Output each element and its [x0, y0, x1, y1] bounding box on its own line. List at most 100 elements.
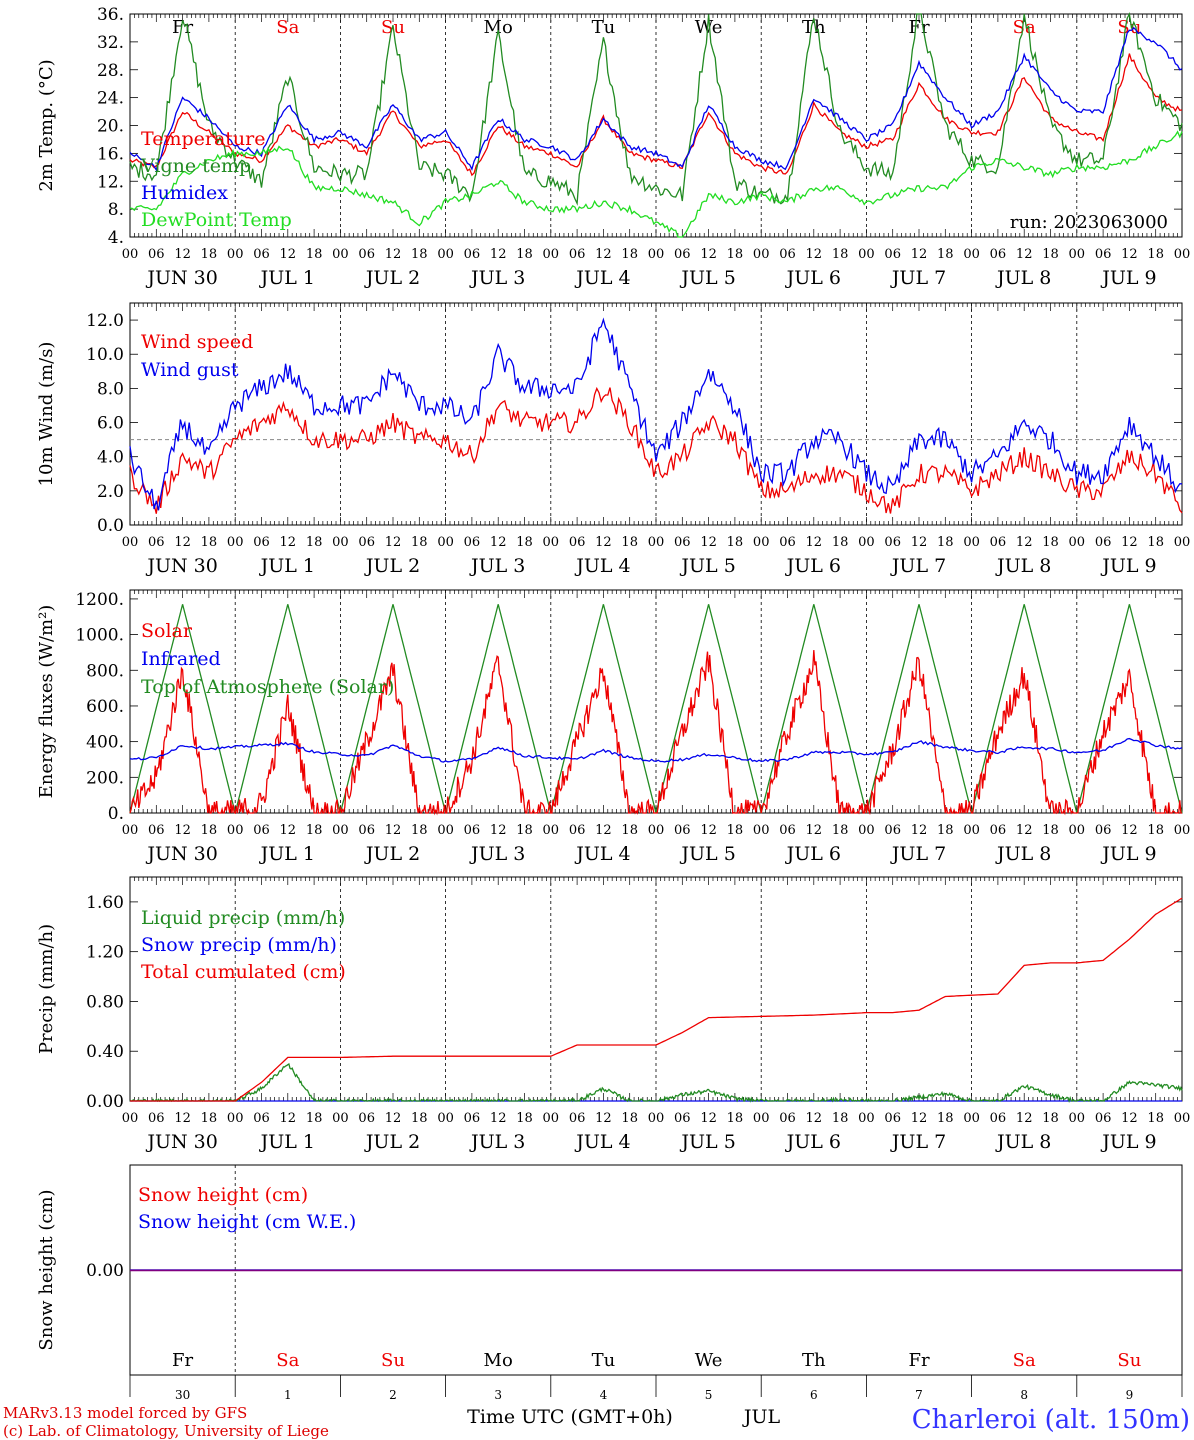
y-tick-label: 1.20 — [86, 943, 124, 963]
series-line-infrared — [129, 737, 1183, 763]
x-hour-label: 00 — [753, 1111, 770, 1126]
x-hour-label: 12 — [911, 535, 928, 550]
day-label-bottom: Fr — [908, 1350, 929, 1371]
x-hour-label: 06 — [148, 535, 165, 550]
x-hour-label: 12 — [385, 823, 402, 838]
x-hour-label: 00 — [963, 823, 980, 838]
y-tick-label: 12.0 — [86, 311, 124, 331]
x-hour-label: 00 — [858, 247, 875, 262]
x-hour-label: 18 — [1042, 535, 1059, 550]
day-label-bottom: Th — [802, 1350, 826, 1371]
x-hour-label: 06 — [253, 247, 270, 262]
x-hour-label: 12 — [385, 1111, 402, 1126]
x-hour-label: 00 — [437, 247, 454, 262]
day-label-bottom: Sa — [276, 1350, 299, 1371]
x-date-label: JUL 6 — [785, 843, 841, 865]
x-hour-label: 00 — [1174, 823, 1191, 838]
x-hour-label: 18 — [1042, 1111, 1059, 1126]
x-hour-label: 18 — [727, 535, 744, 550]
x-hour-label: 12 — [911, 1111, 928, 1126]
x-hour-label: 18 — [1147, 1111, 1164, 1126]
x-hour-label: 00 — [1069, 1111, 1086, 1126]
x-date-label: JUL 7 — [890, 267, 946, 289]
day-label-top: Mo — [484, 17, 513, 38]
day-label-top: Tu — [592, 17, 616, 38]
x-hour-label: 06 — [884, 823, 901, 838]
x-hour-label: 12 — [806, 247, 823, 262]
x-day-number: 6 — [810, 1388, 818, 1402]
legend-entry: Total cumulated (cm) — [141, 961, 346, 983]
x-hour-label: 18 — [201, 247, 218, 262]
x-hour-label: 12 — [806, 823, 823, 838]
x-date-label: JUL 6 — [785, 267, 841, 289]
x-hour-label: 06 — [464, 247, 481, 262]
x-hour-label: 00 — [543, 535, 560, 550]
x-day-number: 2 — [389, 1388, 397, 1402]
x-hour-label: 12 — [1121, 535, 1138, 550]
y-tick-label: 24. — [97, 89, 124, 109]
legend-entry: Solar — [141, 620, 193, 642]
x-hour-label: 00 — [437, 535, 454, 550]
x-hour-label: 18 — [306, 535, 323, 550]
y-tick-label: 0.0 — [97, 516, 124, 536]
x-hour-label: 12 — [911, 823, 928, 838]
series-line-wind-speed — [129, 386, 1183, 514]
x-hour-label: 18 — [201, 1111, 218, 1126]
x-hour-label: 12 — [806, 535, 823, 550]
y-tick-label: 200. — [86, 768, 124, 788]
y-tick-label: 1000. — [75, 626, 124, 646]
y-tick-label: 8.0 — [97, 379, 124, 399]
x-hour-label: 06 — [779, 247, 796, 262]
day-label-bottom: Mo — [484, 1350, 513, 1371]
x-hour-label: 06 — [779, 1111, 796, 1126]
x-date-label: JUN 30 — [145, 267, 217, 289]
x-date-label: JUL 8 — [995, 1131, 1051, 1153]
x-hour-label: 06 — [569, 823, 586, 838]
x-hour-label: 18 — [621, 247, 638, 262]
x-date-label: JUL 4 — [574, 555, 630, 577]
x-hour-label: 00 — [122, 535, 139, 550]
x-hour-label: 06 — [779, 823, 796, 838]
x-hour-label: 12 — [280, 1111, 297, 1126]
x-date-label: JUL 7 — [890, 843, 946, 865]
y-tick-label: 32. — [97, 33, 124, 53]
y-tick-label: 20. — [97, 117, 124, 137]
x-hour-label: 18 — [411, 1111, 428, 1126]
legend-entry: Snow height (cm) — [138, 1184, 308, 1206]
x-hour-label: 18 — [1042, 823, 1059, 838]
day-label-top: Su — [1117, 17, 1141, 38]
x-hour-label: 00 — [543, 823, 560, 838]
x-date-label: JUL 1 — [259, 843, 315, 865]
series-line-humidex — [129, 26, 1183, 172]
x-date-label: JUL 4 — [574, 843, 630, 865]
x-hour-label: 06 — [464, 823, 481, 838]
x-day-number: 4 — [600, 1388, 608, 1402]
x-date-label: JUL 5 — [679, 267, 735, 289]
x-hour-label: 18 — [411, 247, 428, 262]
x-date-label: JUL 4 — [574, 1131, 630, 1153]
x-hour-label: 06 — [884, 535, 901, 550]
x-hour-label: 18 — [727, 823, 744, 838]
x-hour-label: 18 — [832, 1111, 849, 1126]
x-date-label: JUL 5 — [679, 843, 735, 865]
x-hour-label: 18 — [621, 1111, 638, 1126]
x-date-label: JUL 1 — [259, 555, 315, 577]
x-day-number: 30 — [175, 1388, 190, 1402]
x-date-label: JUN 30 — [145, 555, 217, 577]
x-date-label: JUL 2 — [364, 555, 420, 577]
x-hour-label: 00 — [648, 823, 665, 838]
x-hour-label: 18 — [1147, 247, 1164, 262]
x-hour-label: 12 — [1016, 535, 1033, 550]
y-axis-label: Snow height (cm) — [36, 1189, 57, 1350]
day-label-top: Sa — [1013, 17, 1036, 38]
y-axis-label: 2m Temp. (°C) — [36, 59, 57, 191]
day-label-bottom: Su — [381, 1350, 405, 1371]
x-hour-label: 00 — [858, 1111, 875, 1126]
y-tick-label: 2.0 — [97, 482, 124, 502]
x-hour-label: 06 — [358, 1111, 375, 1126]
x-hour-label: 06 — [148, 1111, 165, 1126]
legend-entry: Liquid precip (mm/h) — [141, 907, 345, 929]
x-hour-label: 06 — [674, 535, 691, 550]
y-tick-label: 800. — [86, 661, 124, 681]
x-day-number: 3 — [494, 1388, 502, 1402]
